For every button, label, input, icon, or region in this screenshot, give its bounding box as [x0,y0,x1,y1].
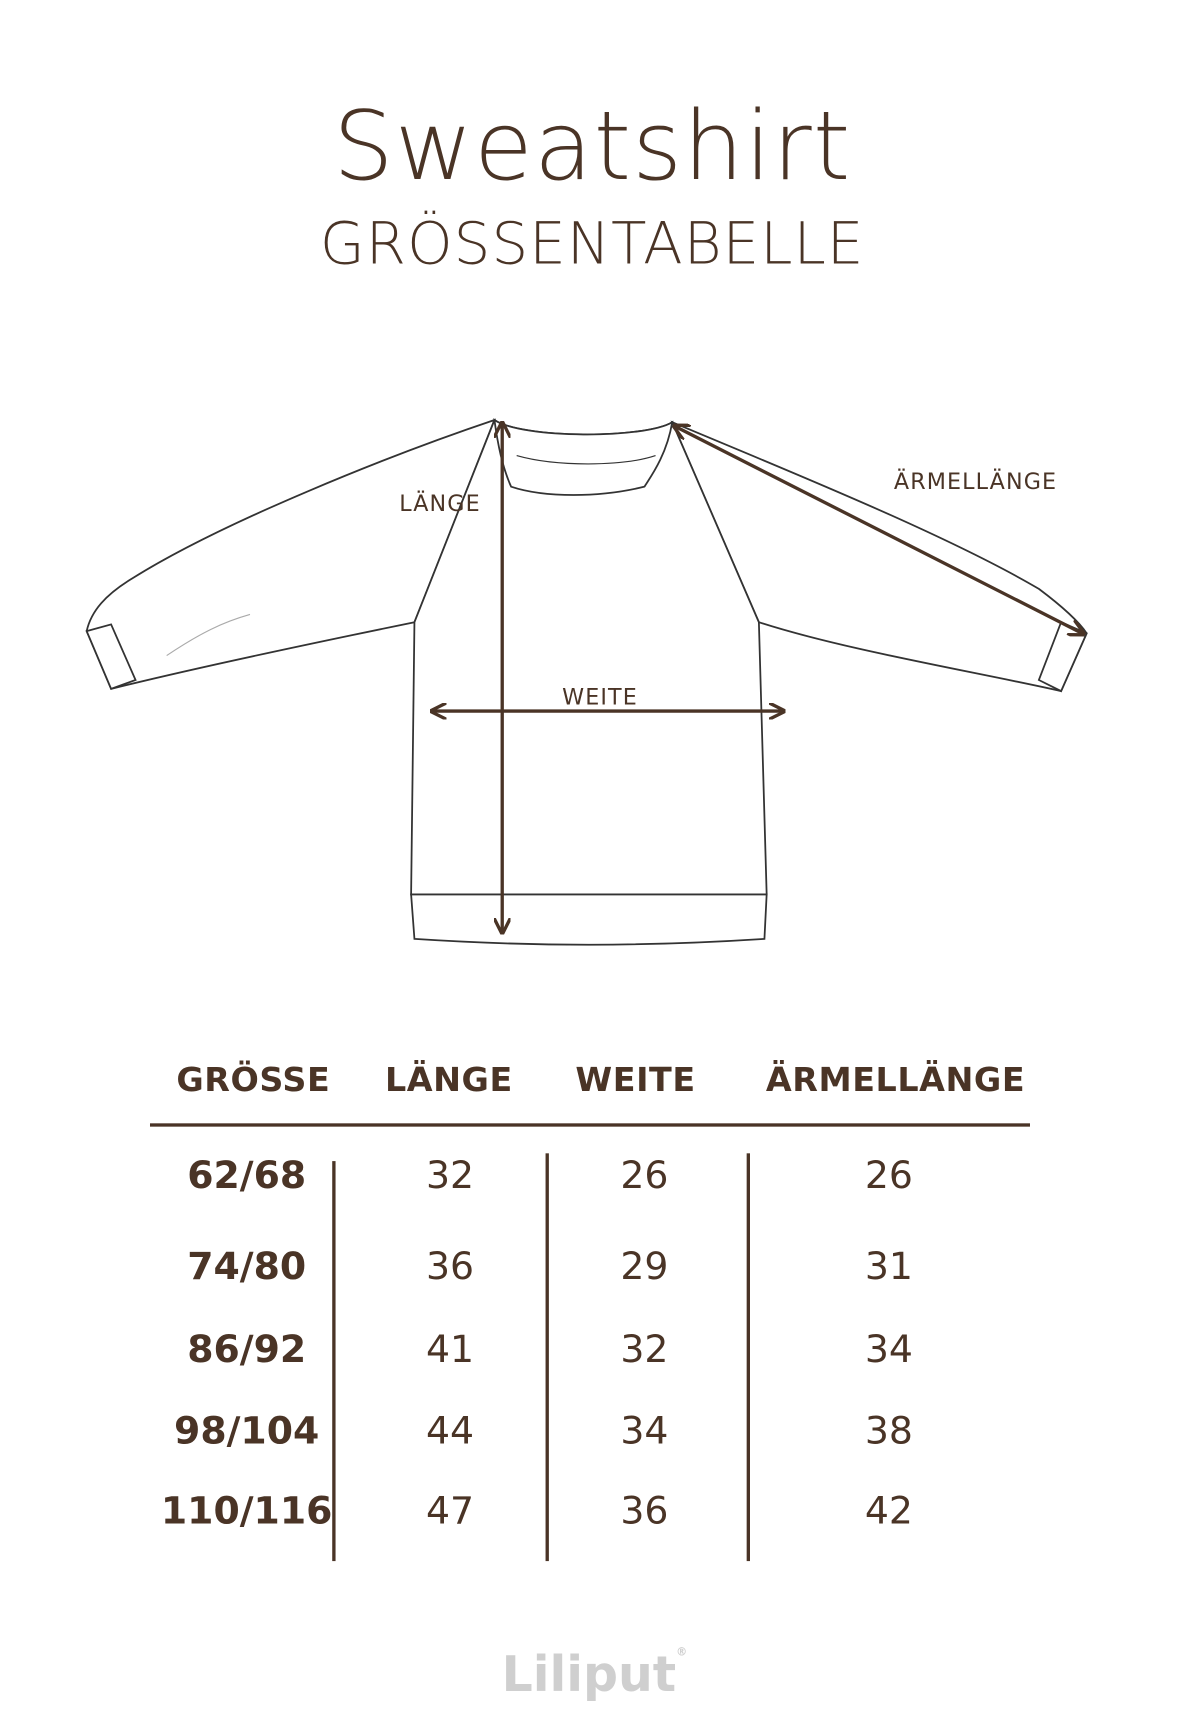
measurement-cell: 32 [620,1327,669,1373]
measurement-cell: 29 [620,1244,669,1289]
sleeve-length-label: ÄRMELLÄNGE [893,467,1058,495]
column-header-width: WEITE [575,1061,696,1100]
measurement-cell: 34 [864,1327,913,1373]
column-divider [332,1161,336,1562]
liliput-logo: Liliput® [502,1647,688,1704]
column-header-size: GRÖSSE [176,1061,331,1100]
measurement-cell: 34 [620,1408,669,1454]
size-cell: 98/104 [174,1408,320,1454]
measurement-cell: 47 [425,1488,475,1534]
measurement-cell: 36 [425,1244,475,1289]
measurement-cell: 31 [864,1244,913,1289]
column-divider [746,1153,750,1562]
size-cell: 62/68 [187,1153,307,1198]
page-subtitle: GRÖSSENTABELLE [319,211,865,278]
registered-mark: ® [676,1646,688,1659]
page-title: Sweatshirt [333,91,852,203]
size-cell: 110/116 [160,1488,333,1534]
measurement-cell: 32 [425,1153,475,1198]
sweatshirt-diagram [85,418,1200,946]
measurement-cell: 26 [864,1153,913,1198]
measurement-cell: 41 [425,1327,475,1373]
length-label: LÄNGE [399,489,481,517]
sleeve-length-arrow [676,427,1083,634]
measurement-cell: 36 [620,1488,669,1534]
column-divider [545,1153,549,1562]
measurement-cell: 26 [620,1153,669,1198]
logo-text: Liliput [501,1646,677,1704]
measurement-cell: 44 [425,1408,475,1454]
measurement-cell: 38 [864,1408,913,1454]
column-header-length: LÄNGE [384,1061,513,1100]
header-divider [149,1123,1030,1127]
size-cell: 86/92 [187,1327,307,1373]
measurement-cell: 42 [864,1488,913,1534]
size-cell: 74/80 [187,1244,307,1289]
measurement-arrows [433,424,1082,931]
width-label: WEITE [562,683,638,710]
column-header-sleeve: ÄRMELLÄNGE [765,1061,1026,1100]
